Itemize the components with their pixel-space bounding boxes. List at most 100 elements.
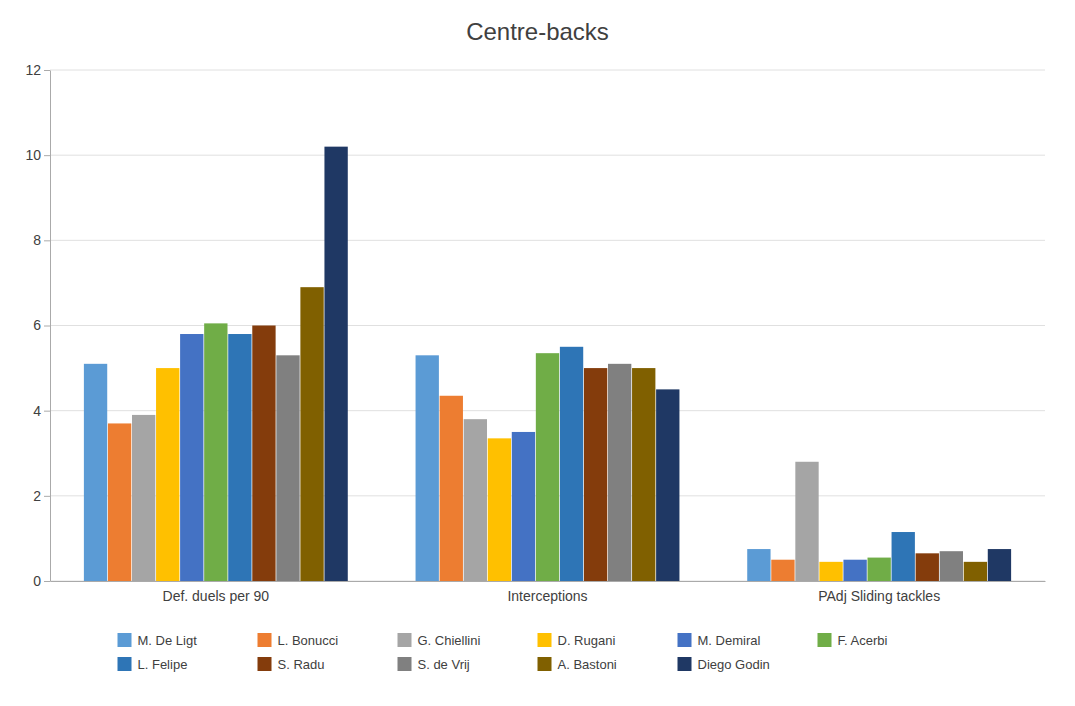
- bar: [608, 364, 631, 581]
- legend-item: G. Chiellini: [398, 633, 481, 648]
- legend-swatch: [678, 633, 692, 647]
- bar: [632, 368, 655, 581]
- bar: [867, 558, 890, 581]
- y-tick-label: 4: [33, 403, 41, 419]
- legend-item: S. de Vrij: [398, 657, 470, 672]
- bar: [892, 532, 915, 581]
- bar: [300, 287, 323, 581]
- legend-label: L. Bonucci: [278, 633, 339, 648]
- legend-item: M. De Ligt: [118, 633, 198, 648]
- bar: [988, 549, 1011, 581]
- bar: [584, 368, 607, 581]
- y-tick: 0: [33, 573, 50, 589]
- bar: [536, 353, 559, 581]
- y-tick-label: 6: [33, 317, 41, 333]
- y-tick-mark: [44, 496, 50, 497]
- legend-label: F. Acerbi: [838, 633, 888, 648]
- bar: [843, 560, 866, 581]
- y-tick-mark: [44, 155, 50, 156]
- y-tick: 2: [33, 488, 50, 504]
- legend-swatch: [678, 657, 692, 671]
- y-tick-label: 12: [25, 62, 41, 78]
- y-tick: 12: [25, 62, 50, 78]
- legend-item: S. Radu: [258, 657, 325, 672]
- bar: [132, 415, 155, 581]
- legend-label: Diego Godin: [698, 657, 770, 672]
- bar: [84, 364, 107, 581]
- legend-swatch: [398, 657, 412, 671]
- plot: 0 2 4 6 8 10 12 Def. duels per 90 Interceptions P…: [25, 62, 1045, 604]
- bar: [276, 355, 299, 581]
- bar: [771, 560, 794, 581]
- legend-item: Diego Godin: [678, 657, 770, 672]
- grid-line: [50, 155, 1045, 156]
- legend-swatch: [538, 633, 552, 647]
- legend-swatch: [538, 657, 552, 671]
- x-tick-label: PAdj Sliding tackles: [818, 588, 940, 604]
- grid: [50, 70, 1045, 581]
- legend-item: M. Demiral: [678, 633, 761, 648]
- y-tick-mark: [44, 70, 50, 71]
- bar: [204, 323, 227, 581]
- bar: [416, 355, 439, 581]
- x-tick: PAdj Sliding tackles: [818, 588, 940, 604]
- series: [300, 287, 987, 581]
- bar: [656, 389, 679, 581]
- x-axis-line: [51, 581, 1046, 582]
- bar: [156, 368, 179, 581]
- series: [180, 334, 867, 581]
- legend-label: A. Bastoni: [558, 657, 617, 672]
- chart: 0 2 4 6 8 10 12 Def. duels per 90 Interceptions P…: [0, 0, 1075, 706]
- legend-swatch: [818, 633, 832, 647]
- x-tick: Def. duels per 90: [163, 588, 270, 604]
- x-tick-label: Interceptions: [507, 588, 587, 604]
- bar: [795, 462, 818, 581]
- y-tick-mark: [44, 411, 50, 412]
- y-tick-mark: [44, 326, 50, 327]
- y-tick-label: 10: [25, 147, 41, 163]
- x-tick: Interceptions: [507, 588, 587, 604]
- y-tick: 10: [25, 147, 50, 163]
- legend-item: L. Felipe: [118, 657, 188, 672]
- y-tick-label: 0: [33, 573, 41, 589]
- bar: [440, 396, 463, 581]
- bar: [488, 438, 511, 581]
- bar: [464, 419, 487, 581]
- series: [252, 326, 939, 582]
- bar: [964, 562, 987, 581]
- x-tick-label: Def. duels per 90: [163, 588, 270, 604]
- legend-label: D. Rugani: [558, 633, 616, 648]
- bar: [560, 347, 583, 581]
- series: [276, 355, 963, 581]
- legend-label: G. Chiellini: [418, 633, 481, 648]
- y-tick-mark: [44, 240, 50, 241]
- legend-label: M. Demiral: [698, 633, 761, 648]
- bar: [324, 147, 347, 581]
- y-axis: 0 2 4 6 8 10 12: [25, 62, 50, 589]
- legend-label: L. Felipe: [138, 657, 188, 672]
- legend: M. De Ligt L. Bonucci G. Chiellini D. Rugan…: [118, 633, 888, 672]
- x-axis: Def. duels per 90 Interceptions PAdj Slidi…: [51, 582, 1046, 604]
- bar: [747, 549, 770, 581]
- series: [324, 147, 1011, 581]
- legend-label: S. Radu: [278, 657, 325, 672]
- title: Centre-backs: [466, 18, 609, 45]
- bar: [228, 334, 251, 581]
- legend-item: A. Bastoni: [538, 657, 617, 672]
- bar: [252, 326, 275, 582]
- legend-label: S. de Vrij: [418, 657, 470, 672]
- legend-label: M. De Ligt: [138, 633, 198, 648]
- bar: [180, 334, 203, 581]
- bar: [819, 562, 842, 581]
- legend-swatch: [258, 633, 272, 647]
- y-axis-line: [50, 71, 51, 582]
- grid-line: [50, 325, 1045, 326]
- y-tick-label: 2: [33, 488, 41, 504]
- legend-item: D. Rugani: [538, 633, 616, 648]
- grid-line: [50, 240, 1045, 241]
- bar: [916, 553, 939, 581]
- bar: [512, 432, 535, 581]
- bar: [108, 423, 131, 581]
- y-tick-label: 8: [33, 232, 41, 248]
- bar: [940, 551, 963, 581]
